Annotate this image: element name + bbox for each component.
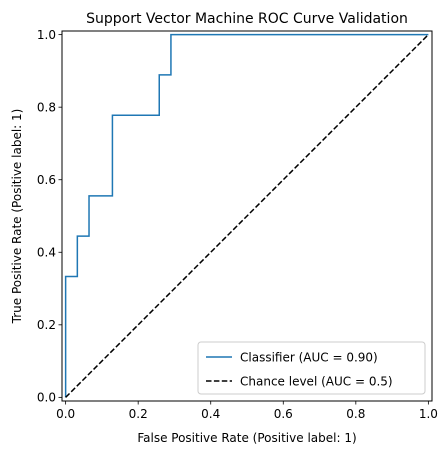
series-layer [64,33,429,398]
chart-title: Support Vector Machine ROC Curve Validat… [86,11,408,27]
x-tick-label: 0.6 [274,407,293,421]
legend-box [197,341,426,395]
y-tick-label: 1.0 [37,28,56,42]
plot-frame [61,30,433,402]
x-tick-label: 0.4 [201,407,220,421]
x-tick-label: 0.2 [129,407,148,421]
y-tick-label: 0.8 [37,100,56,114]
x-tick-label: 1.0 [419,407,438,421]
series-line-chance-level [65,34,429,398]
y-tick-label: 0.4 [37,245,56,259]
series-line-classifier [64,33,429,398]
legend-label-chance-level: Chance level (AUC = 0.5) [240,375,393,389]
ticks-layer: 0.0 0.2 0.4 0.6 0.8 1.0 0.0 0.2 0.4 0.6 0.8 1.0 [37,28,438,421]
legend-label-classifier: Classifier (AUC = 0.90) [240,351,378,365]
legend: Classifier (AUC = 0.90) Chance level (AU… [197,341,426,395]
x-axis-label: False Positive Rate (Positive label: 1) [137,431,356,445]
y-axis-label: True Positive Rate (Positive label: 1) [10,109,24,325]
y-tick-label: 0.2 [37,318,56,332]
y-tick-label: 0.6 [37,173,56,187]
y-tick-label: 0.0 [37,391,56,405]
x-tick-label: 0.8 [346,407,365,421]
x-tick-label: 0.0 [56,407,75,421]
